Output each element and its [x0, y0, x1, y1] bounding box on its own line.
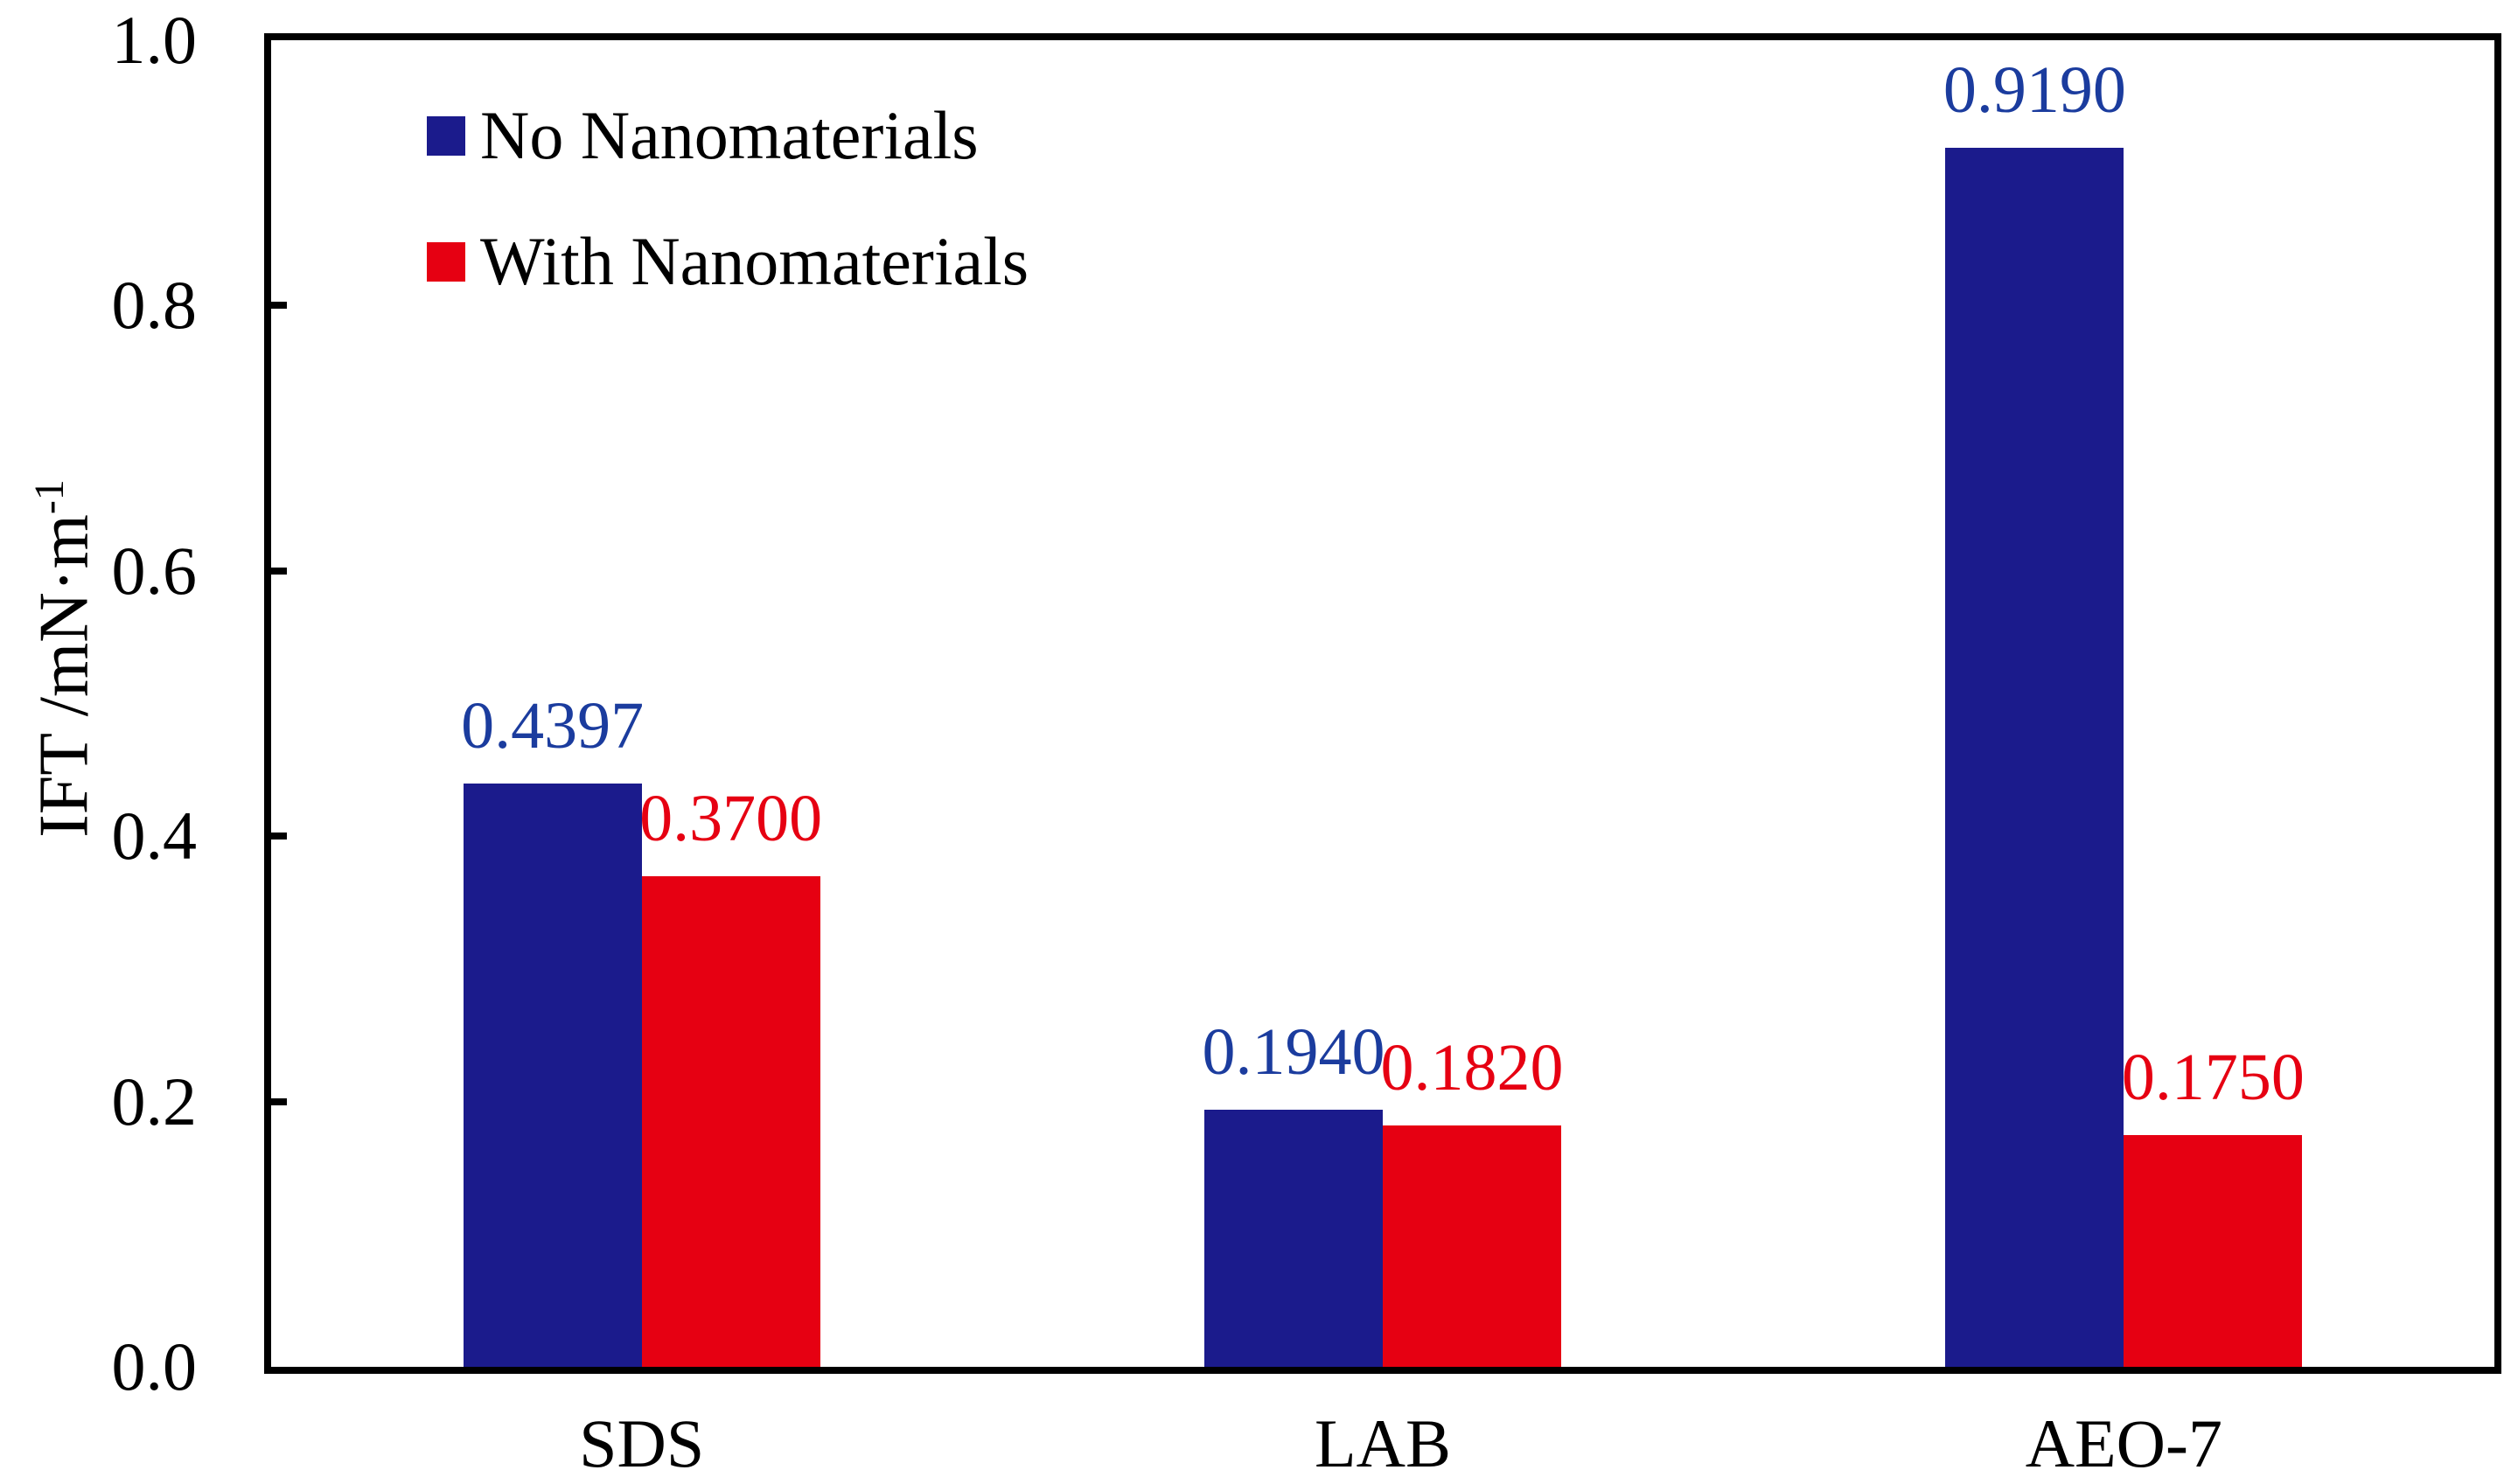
y-axis-tick-0.8: [271, 302, 287, 310]
legend-swatch-with-nanomaterials-icon: [427, 241, 465, 282]
y-axis-tick-labels: 0.0 0.2 0.4 0.6 0.8 1.0: [0, 6, 198, 1401]
bar-aeo-7-with-nano: [2124, 1134, 2303, 1367]
y-tick-label-1.0: 1.0: [111, 2, 198, 78]
y-axis-tick-0.6: [271, 567, 287, 575]
legend-label-with-nanomaterials: With Nanomaterials: [480, 223, 1029, 299]
bar-value-label-lab-with-nano: 0.1820: [1380, 1030, 1564, 1104]
bar-value-label-sds-no-nano: 0.4397: [461, 688, 645, 763]
legend-item-no-nanomaterials: No Nanomaterials: [427, 96, 979, 175]
bar-value-label-lab-no-nano: 0.1940: [1202, 1014, 1385, 1089]
bar-lab-with-nano: [1383, 1125, 1561, 1367]
legend-label-no-nanomaterials: No Nanomaterials: [480, 97, 979, 173]
x-category-label-sds: SDS: [579, 1405, 705, 1481]
y-tick-label-0.6: 0.6: [111, 532, 198, 609]
bar-sds-with-nano: [641, 875, 820, 1367]
bar-value-label-sds-with-nano: 0.3700: [639, 781, 823, 855]
x-category-label-aeo-7: AEO-7: [2025, 1405, 2222, 1481]
y-axis-tick-0.2: [271, 1097, 287, 1105]
y-axis-tick-0.4: [271, 833, 287, 840]
y-tick-label-0.0: 0.0: [111, 1328, 198, 1404]
bar-aeo-7-no-nano: [1945, 147, 2124, 1367]
y-tick-label-0.4: 0.4: [111, 798, 198, 874]
plot-frame: No Nanomaterials With Nanomaterials 0.43…: [264, 33, 2501, 1374]
x-axis-category-labels: SDS LAB AEO-7: [271, 1410, 2494, 1484]
bar-sds-no-nano: [463, 783, 642, 1367]
x-category-label-lab: LAB: [1315, 1405, 1451, 1481]
legend-swatch-no-nanomaterials-icon: [427, 115, 465, 156]
bar-lab-no-nano: [1204, 1109, 1383, 1367]
bar-value-label-aeo-7-no-nano: 0.9190: [1943, 52, 2126, 127]
y-tick-label-0.8: 0.8: [111, 267, 198, 344]
y-tick-label-0.2: 0.2: [111, 1062, 198, 1139]
bar-value-label-aeo-7-with-nano: 0.1750: [2121, 1040, 2305, 1114]
plot-area: No Nanomaterials With Nanomaterials 0.43…: [271, 40, 2494, 1367]
legend-item-with-nanomaterials: With Nanomaterials: [427, 222, 1029, 301]
